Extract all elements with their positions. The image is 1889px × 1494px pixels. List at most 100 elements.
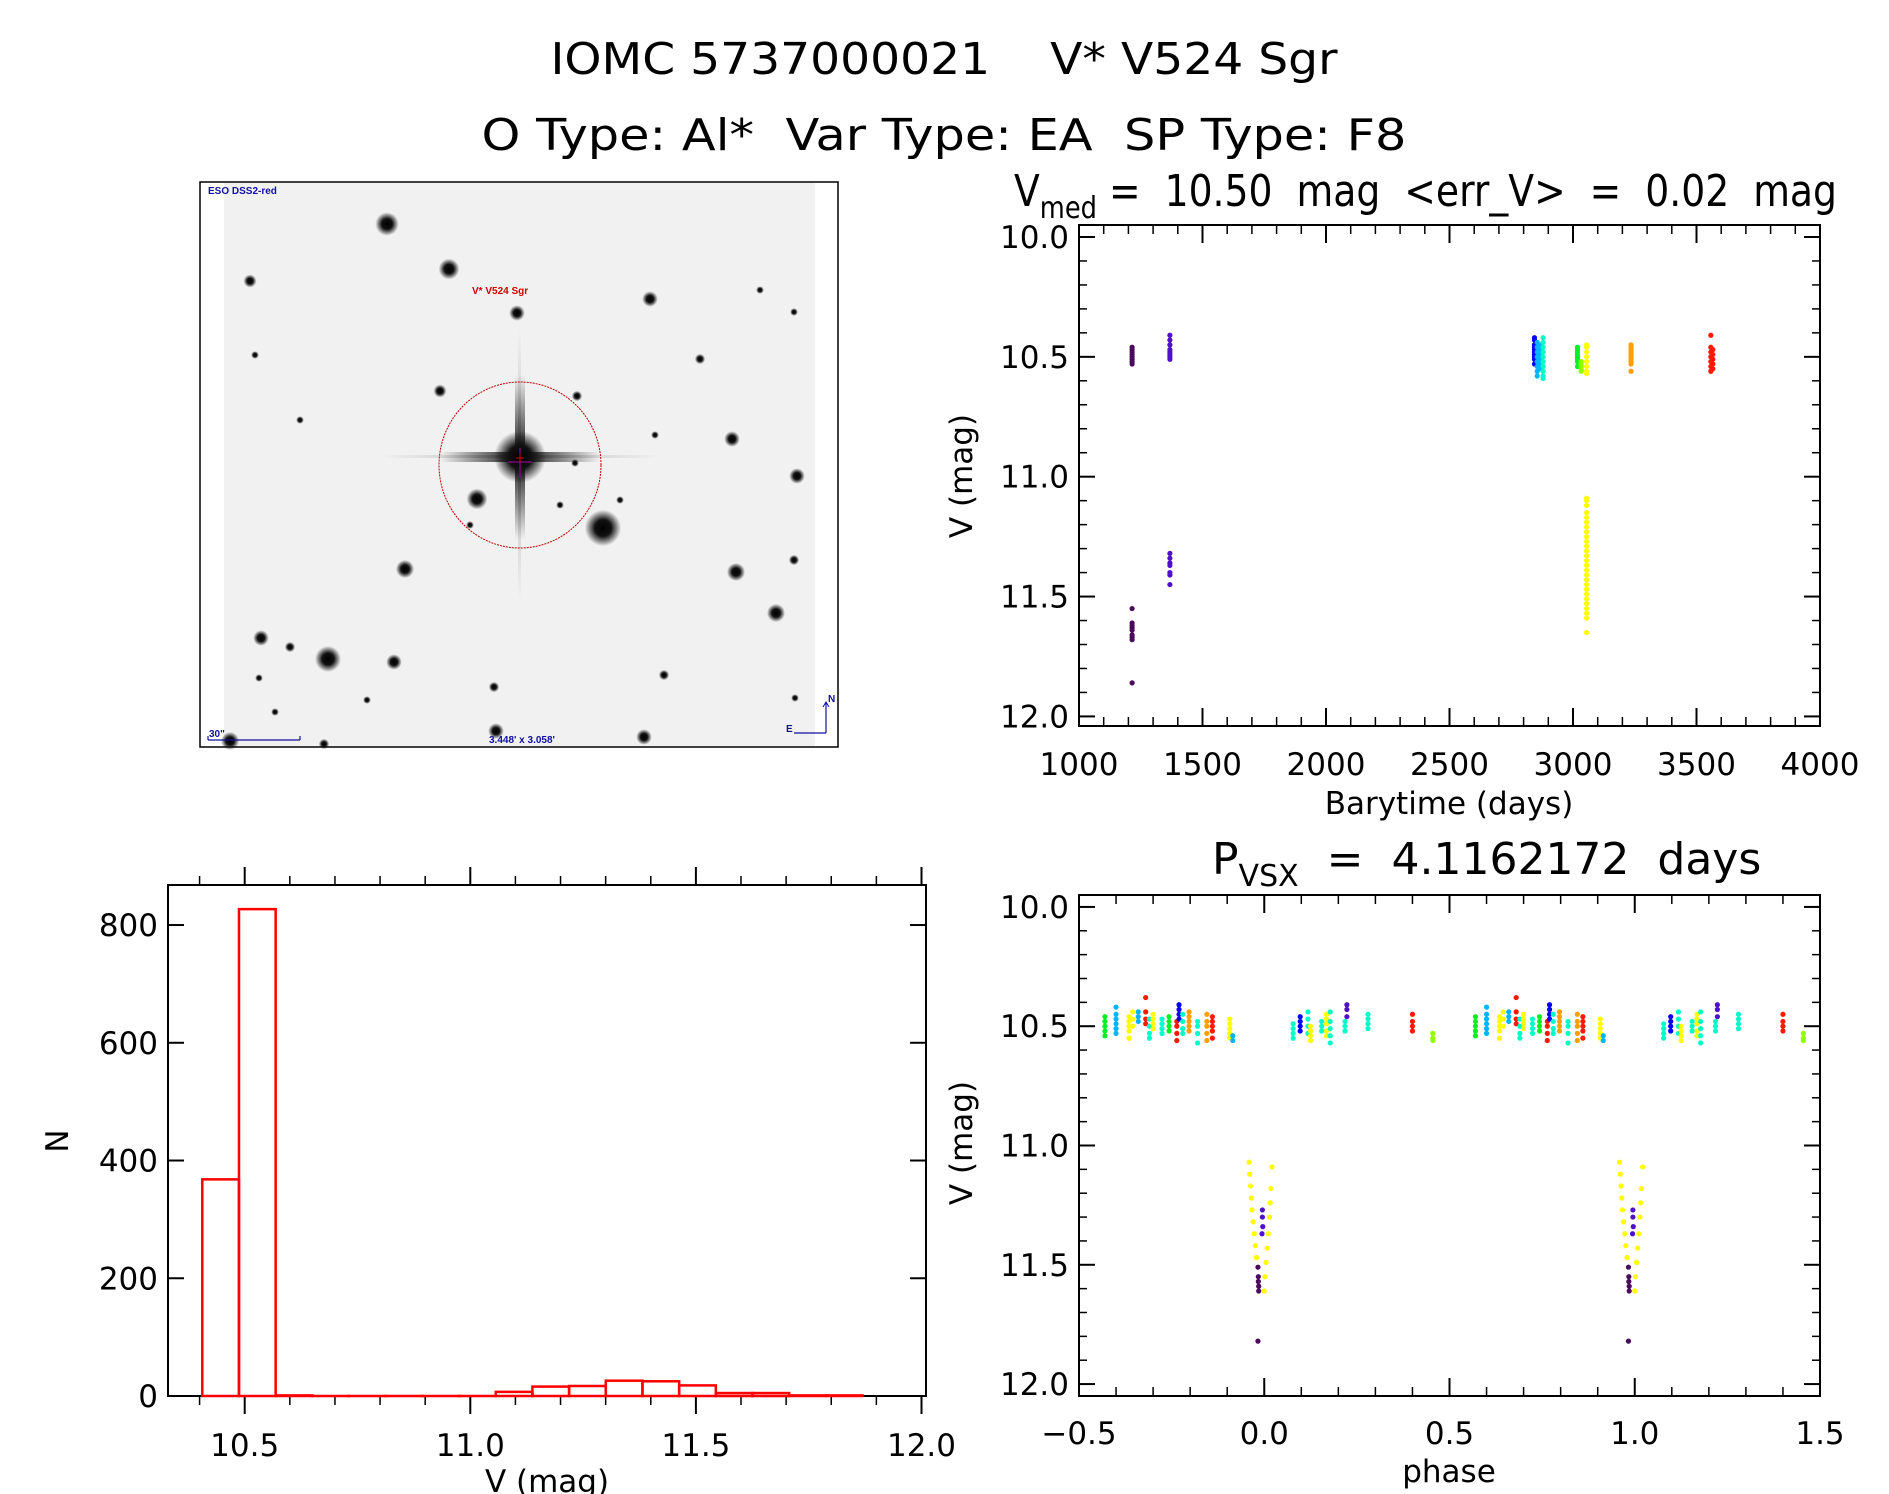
data-point [1230,1033,1236,1039]
data-point [1583,538,1590,545]
data-point [1247,1171,1253,1177]
data-point [1536,1028,1543,1034]
data-point [1483,1011,1490,1017]
data-point [1583,349,1590,355]
data-point [1319,1018,1325,1025]
data-point [1540,344,1546,350]
histogram-xlabel: V (mag) [485,1464,609,1494]
data-point [1580,1018,1586,1025]
star [488,681,500,693]
data-point [1130,1023,1136,1029]
data-point [1529,1021,1536,1027]
star [315,646,341,672]
star [271,708,279,716]
histogram-bar [641,1380,681,1398]
star [438,258,460,280]
data-point [1194,1030,1201,1036]
data-point [1712,1018,1719,1025]
data-point [1113,1030,1119,1036]
data-point [1689,1018,1695,1025]
data-point [1167,550,1173,557]
data-point [1661,1035,1667,1041]
data-point [1327,1026,1333,1032]
data-point [1506,1018,1512,1025]
data-point [1167,572,1173,578]
data-point [1344,1006,1350,1013]
star [636,729,652,745]
data-point [1143,994,1149,1001]
y-tick-label: 10.5 [1000,1009,1069,1045]
data-point [1246,1159,1252,1165]
compass: N E [786,694,835,735]
data-point [1780,1011,1786,1017]
data-point [1546,1006,1553,1013]
data-point [1583,344,1590,350]
data-point [1176,1016,1182,1022]
data-point [1146,1030,1152,1036]
data-point [1621,1219,1627,1225]
data-point [1710,347,1716,353]
data-point [1483,1026,1490,1032]
star [556,501,564,509]
data-point [1365,1026,1371,1032]
data-point [1167,581,1173,588]
data-point [1166,1028,1172,1034]
data-point [1708,332,1714,338]
data-point [1556,1018,1563,1025]
star [571,390,583,402]
data-point [1800,1030,1806,1036]
data-point [1710,351,1716,358]
data-point [1174,1023,1180,1029]
north-label: N [828,694,835,705]
x-tick-label: 12.0 [887,1428,956,1464]
data-point [1256,1283,1262,1289]
data-point [1583,543,1590,549]
histogram-bar [677,1384,718,1398]
data-point [1342,1028,1348,1034]
data-point [1661,1030,1667,1036]
data-point [1617,1171,1623,1177]
data-point [1167,332,1173,338]
data-point [1496,1023,1503,1029]
data-point [1619,1195,1625,1201]
data-point [1574,1023,1580,1029]
star [296,416,304,424]
data-point [1710,366,1716,372]
data-point [1167,337,1173,343]
data-point [1578,368,1584,374]
data-point [1204,1037,1210,1044]
data-point [1712,1023,1719,1029]
star [791,694,799,702]
data-point [1483,1016,1490,1022]
data-point [1102,1023,1108,1029]
data-point [1186,1009,1192,1015]
data-point [1167,356,1173,362]
title-main: P [1212,834,1239,885]
data-point [1698,1040,1704,1046]
data-point [1174,1037,1180,1044]
y-tick-label: 200 [99,1261,158,1297]
data-point [1204,1030,1210,1036]
data-point [1365,1021,1371,1027]
data-point [1517,1035,1523,1041]
data-point [1632,1288,1638,1294]
data-point [1689,1028,1695,1034]
data-point [1365,1011,1371,1017]
data-point [1638,1185,1645,1192]
x-tick-label: 10.5 [210,1428,279,1464]
data-point [1800,1037,1806,1044]
data-point [1583,572,1590,578]
data-point [1661,1021,1667,1027]
data-point [1780,1018,1786,1025]
data-point [1327,1018,1333,1025]
data-point [1166,1014,1172,1020]
data-point [1678,1037,1684,1044]
data-point [1180,1011,1186,1017]
data-point [1249,1207,1255,1213]
data-point [1710,361,1716,367]
data-point [1583,596,1590,602]
data-point [1327,1009,1333,1015]
data-point [1565,1030,1571,1036]
data-point [1143,1021,1149,1027]
data-point [1194,1018,1201,1025]
